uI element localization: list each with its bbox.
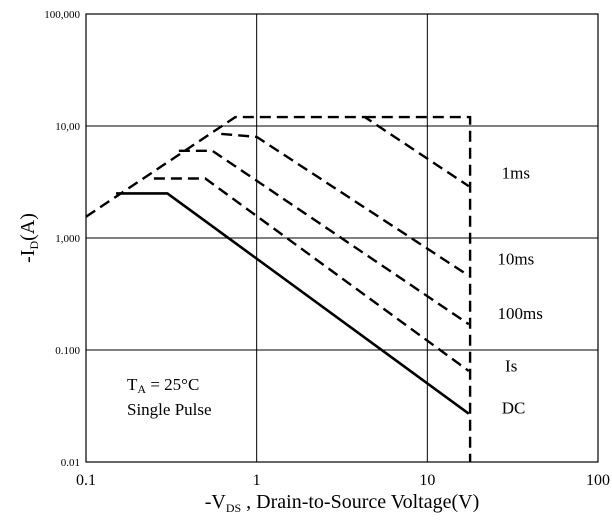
plot-frame	[85, 13, 599, 463]
x-tick-label: 10	[419, 472, 435, 489]
pulse-condition: Single Pulse	[127, 400, 212, 419]
pulse-curve-1	[153, 177, 470, 372]
curve-label-4: DC	[502, 399, 526, 418]
pulse-curve-3	[221, 132, 470, 277]
x-axis-label: -VDS , Drain-to-Source Voltage(V)	[205, 491, 480, 515]
x-tick-labels: 0.1 1 10 100	[76, 472, 610, 489]
y-axis-label: -ID(A)	[17, 213, 41, 263]
curve-label-2: 100ms	[498, 304, 543, 323]
y-tick-label: 1,000	[55, 233, 80, 245]
dc-curve-0	[116, 192, 470, 415]
temperature-condition: TA = 25°C	[127, 375, 199, 396]
x-tick-label: 100	[586, 472, 610, 489]
pulse-curve-4	[85, 115, 470, 218]
curve-label-3: Is	[505, 357, 517, 376]
curve-labels: 1ms 10ms 100ms Is DC	[497, 163, 542, 417]
y-tick-label: 0.100	[55, 345, 80, 357]
curve-label-0: 1ms	[502, 163, 530, 182]
y-tick-label: 0.01	[61, 457, 80, 469]
grid-lines	[86, 14, 598, 462]
pulse-curve-5	[364, 115, 472, 462]
x-tick-label: 0.1	[76, 472, 96, 489]
pulse-curve-2	[178, 149, 470, 326]
y-tick-label: 10,00	[55, 121, 80, 133]
curve-label-1: 10ms	[497, 249, 534, 268]
x-tick-label: 1	[253, 472, 261, 489]
y-tick-labels: 100,000 10,00 1,000 0.100 0.01	[44, 9, 80, 469]
series-group	[85, 115, 472, 462]
y-tick-label: 100,000	[44, 9, 80, 21]
